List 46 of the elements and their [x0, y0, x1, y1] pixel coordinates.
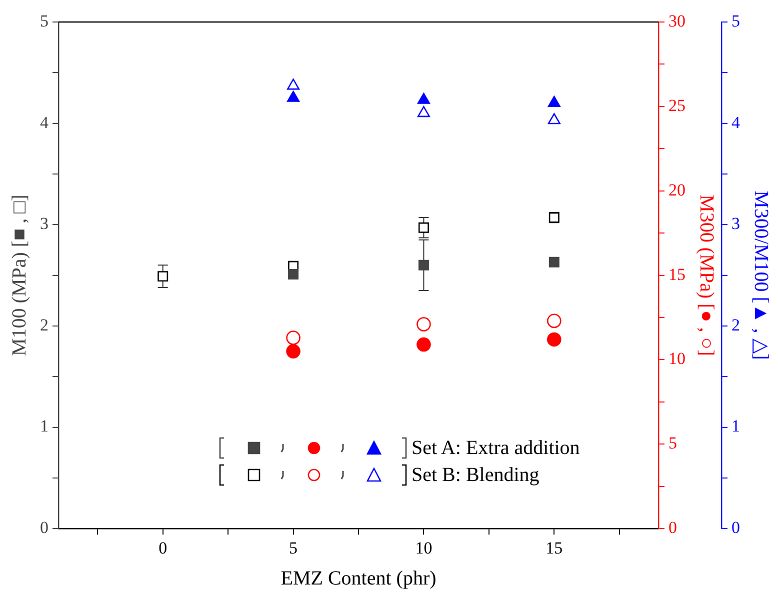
point [547, 332, 562, 347]
y-tick-label: 4 [40, 112, 49, 132]
y3-tick-label: 2 [732, 315, 740, 334]
y3-tick-label: 0 [732, 518, 740, 538]
y2-tick-label: 10 [668, 349, 686, 368]
point [418, 222, 429, 233]
y3-tick-label: 3 [732, 214, 740, 234]
y2-tick-label: 25 [668, 96, 686, 115]
x-tick-label: 0 [158, 538, 168, 558]
y-tick-label: 5 [40, 11, 48, 30]
point [418, 260, 429, 270]
y2-tick-label: 5 [668, 434, 677, 453]
x-tick-label: 15 [546, 538, 563, 558]
y3-axis-title: M300/M100 [▲ , △] [750, 190, 772, 360]
point [548, 256, 560, 268]
point [287, 78, 300, 90]
point [417, 106, 430, 118]
point [287, 90, 300, 102]
point [417, 92, 430, 104]
point [548, 96, 560, 107]
y2-tick-label: 0 [668, 518, 677, 538]
point [548, 113, 560, 124]
point [286, 344, 300, 358]
y2-tick-label: 30 [668, 11, 686, 30]
point [416, 337, 431, 352]
x-axis-title: EMZ Content (phr) [280, 567, 436, 590]
y-tick-label: 2 [40, 315, 48, 334]
y-tick-label: 3 [40, 214, 48, 234]
point [547, 314, 562, 328]
y3-tick-label: 1 [732, 416, 740, 436]
point [288, 269, 299, 280]
y2-axis-title: M300 (MPa) [● , ○] [695, 194, 718, 356]
legend-label: Set B: Blending [412, 464, 540, 487]
x-tick-label: 10 [415, 538, 432, 558]
y3-tick-label: 5 [732, 11, 740, 30]
y-tick-label: 0 [40, 518, 48, 538]
point [286, 330, 300, 345]
y2-tick-label: 15 [668, 264, 686, 284]
legend-label: Set A: Extra addition [412, 436, 580, 460]
y2-tick-label: 20 [668, 180, 686, 200]
y-axis-title: M100 (MPa) [■ , □] [8, 194, 30, 356]
point [158, 271, 168, 282]
y3-tick-label: 4 [732, 112, 740, 132]
x-tick-label: 5 [289, 538, 298, 558]
y-tick-label: 1 [40, 416, 48, 436]
point [416, 317, 431, 332]
